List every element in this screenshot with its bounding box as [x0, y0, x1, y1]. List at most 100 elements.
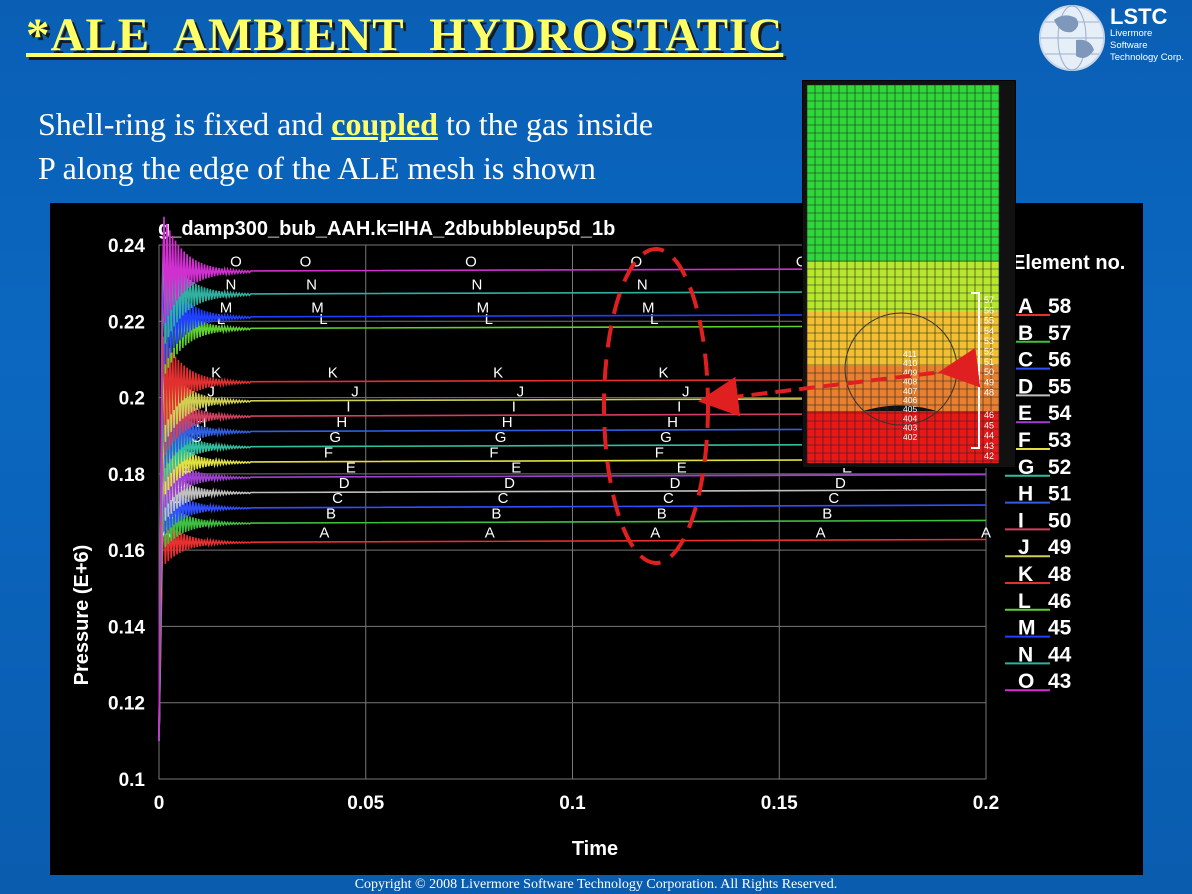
series-marker-F: F: [324, 444, 333, 461]
series-marker-O: O: [300, 254, 312, 271]
series-marker-B: B: [491, 505, 501, 522]
series-marker-N: N: [471, 277, 482, 294]
bullet-line-2: P along the edge of the ALE mesh is show…: [38, 150, 596, 186]
series-marker-M: M: [477, 300, 490, 317]
series-marker-H: H: [336, 414, 347, 431]
series-marker-K: K: [211, 364, 221, 381]
slide-title: *ALE AMBIENT HYDROSTATIC: [26, 9, 784, 61]
series-marker-B: B: [657, 505, 667, 522]
mesh-element-label: 45: [984, 420, 994, 430]
y-axis-label: Pressure (E+6): [71, 545, 93, 686]
legend-letter-N: N: [1018, 643, 1033, 666]
legend-letter-M: M: [1018, 617, 1036, 640]
mesh-element-label: 43: [984, 441, 994, 451]
series-lines: AAAAAABBBBBCCCCCDDDDDEEEEEFFFFFGGGGGHHHH…: [158, 216, 991, 741]
legend-element-K: 48: [1048, 563, 1072, 586]
series-marker-H: H: [196, 414, 207, 431]
series-marker-H: H: [667, 414, 678, 431]
legend-letter-E: E: [1018, 402, 1032, 425]
series-line-A: [158, 519, 987, 741]
series-marker-O: O: [796, 254, 808, 271]
mesh-inner-label: 402: [903, 432, 917, 442]
series-marker-C: C: [663, 490, 674, 507]
legend-element-F: 53: [1048, 429, 1071, 452]
series-marker-N: N: [637, 277, 648, 294]
series-marker-M: M: [311, 300, 324, 317]
series-marker-H: H: [502, 414, 513, 431]
legend-element-J: 49: [1048, 536, 1071, 559]
series-marker-M: M: [220, 300, 233, 317]
legend-letter-K: K: [1018, 563, 1033, 586]
legend-letter-C: C: [1018, 349, 1033, 372]
logo-line1: Livermore Software: [1110, 28, 1153, 51]
series-marker-A: A: [319, 525, 329, 542]
series-marker-I: I: [346, 399, 350, 416]
legend-element-G: 52: [1048, 456, 1071, 479]
series-marker-M: M: [642, 300, 655, 317]
mesh-element-label: 56: [984, 305, 994, 315]
series-marker-G: G: [190, 429, 202, 446]
series-marker-O: O: [630, 254, 642, 271]
axis-ticks: 0 0.05 0.1 0.15 0.2 0.1 0.12 0.14 0.16 0.18 0.2 0.2…: [108, 236, 999, 814]
series-marker-D: D: [339, 475, 350, 492]
series-marker-A: A: [485, 525, 495, 542]
legend-letter-O: O: [1018, 670, 1034, 693]
mesh-element-label: 57: [984, 295, 994, 305]
series-marker-N: N: [225, 277, 236, 294]
series-marker-E: E: [346, 460, 356, 477]
bullet-line-1: Shell-ring is fixed and coupled to the g…: [38, 106, 653, 143]
mesh-element-label: 54: [984, 326, 994, 336]
legend-element-I: 50: [1048, 509, 1071, 532]
series-marker-C: C: [498, 490, 509, 507]
legend-letter-L: L: [1018, 590, 1031, 613]
logo-name: LSTC: [1110, 4, 1168, 29]
legend-letter-I: I: [1018, 509, 1024, 532]
series-marker-O: O: [465, 254, 477, 271]
series-marker-O: O: [230, 254, 242, 271]
x-tick-label: 0.05: [347, 793, 384, 814]
x-axis-label: Time: [572, 838, 618, 860]
legend-element-D: 55: [1048, 375, 1072, 398]
mesh-element-label: 42: [984, 451, 994, 461]
legend-letter-H: H: [1018, 483, 1033, 506]
y-tick-label: 0.1: [119, 770, 146, 791]
mesh-element-label: 46: [984, 410, 994, 420]
series-marker-B: B: [822, 505, 832, 522]
globe-icon: [1039, 5, 1105, 71]
legend-title: Element no.: [1012, 252, 1125, 274]
series-marker-F: F: [655, 444, 664, 461]
copyright-text: Copyright © 2008 Livermore Software Tech…: [354, 877, 838, 892]
series-line-K: [158, 336, 987, 741]
mesh-element-label: 52: [984, 347, 994, 357]
legend-element-C: 56: [1048, 349, 1071, 372]
series-line-B: [158, 498, 987, 741]
y-tick-label: 0.2: [119, 389, 145, 410]
series-marker-A: A: [650, 525, 660, 542]
legend-letter-A: A: [1018, 295, 1033, 318]
mesh-element-label: 55: [984, 316, 994, 326]
series-marker-K: K: [493, 364, 503, 381]
series-marker-I: I: [677, 399, 681, 416]
mesh-element-label: 50: [984, 367, 994, 377]
series-marker-L: L: [650, 311, 658, 328]
series-marker-J: J: [351, 383, 359, 400]
x-tick-label: 0.1: [559, 793, 586, 814]
series-marker-N: N: [306, 277, 317, 294]
series-marker-D: D: [670, 475, 681, 492]
series-marker-D: D: [176, 475, 187, 492]
mesh-element-label: 49: [984, 377, 994, 387]
mesh-element-label: 53: [984, 336, 994, 346]
series-marker-E: E: [842, 460, 852, 477]
y-tick-label: 0.22: [108, 312, 145, 333]
chart-title: g_damp300_bub_AAH.k=IHA_2dbubbleup5d_1b: [158, 218, 615, 240]
series-marker-E: E: [677, 460, 687, 477]
series-marker-J: J: [682, 383, 690, 400]
mesh-element-label: 48: [984, 388, 994, 398]
series-marker-B: B: [326, 505, 336, 522]
series-marker-I: I: [204, 399, 208, 416]
y-tick-label: 0.24: [108, 236, 145, 257]
legend-element-N: 44: [1048, 643, 1072, 666]
series-line-O: [158, 216, 987, 741]
